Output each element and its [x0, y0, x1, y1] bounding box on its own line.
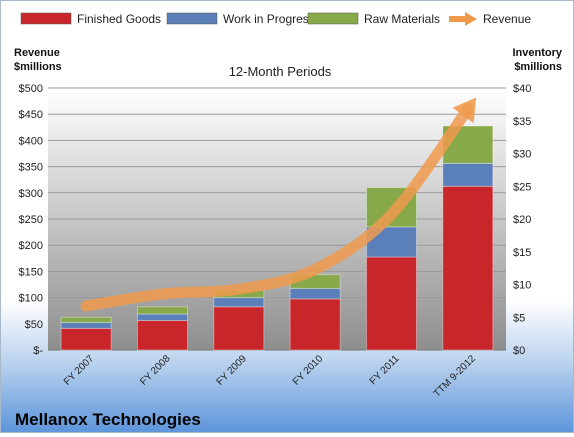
left-tick-label: $100	[19, 293, 43, 305]
bar-finished-goods-fy-2009	[213, 306, 265, 351]
company-name: Mellanox Technologies	[15, 410, 201, 429]
bar-finished-goods-ttm-9-2012	[442, 185, 494, 351]
revenue-arrowhead	[452, 97, 477, 124]
bar-work-in-progress-fy-2010	[289, 287, 341, 300]
bar-raw-materials-fy-2007	[60, 316, 112, 323]
right-tick-label: $15	[513, 247, 531, 259]
right-tick-label: $30	[513, 149, 531, 161]
bar-finished-goods-fy-2010	[289, 298, 341, 351]
right-tick-label: $10	[513, 280, 531, 292]
bar-finished-goods-fy-2011	[366, 256, 417, 351]
legend-label: Raw Materials	[364, 12, 440, 26]
right-axis-title-line1: Inventory	[512, 47, 562, 59]
legend-item-raw-materials: Raw Materials	[307, 12, 440, 26]
right-tick-label: $0	[513, 345, 525, 357]
right-tick-label: $20	[513, 214, 531, 226]
bar-finished-goods-fy-2008	[137, 320, 188, 351]
left-tick-label: $150	[19, 266, 43, 278]
legend-item-revenue: Revenue	[449, 12, 531, 26]
legend-swatch	[166, 12, 218, 25]
left-tick-label: $50	[25, 319, 43, 331]
category-label: FY 2009	[215, 353, 250, 388]
left-tick-label: $300	[19, 188, 43, 200]
left-tick-label: $400	[19, 135, 43, 147]
gridlines	[48, 87, 506, 351]
left-axis-title-line1: Revenue	[14, 47, 60, 59]
legend: Finished Goods Work in Progress Raw Materi…	[20, 12, 531, 26]
left-tick-label: $500	[19, 83, 43, 95]
legend-label: Revenue	[483, 12, 531, 26]
legend-label: Work in Progress	[223, 12, 315, 26]
legend-swatch	[307, 12, 359, 25]
legend-swatch	[20, 12, 72, 25]
legend-arrow-icon	[465, 12, 477, 26]
category-label: FY 2011	[368, 353, 402, 387]
chart-title: 12-Month Periods	[229, 64, 332, 79]
bar-work-in-progress-fy-2007	[60, 321, 112, 329]
left-tick-label: $350	[19, 162, 43, 174]
right-tick-label: $25	[513, 181, 531, 193]
right-tick-label: $40	[513, 83, 531, 95]
left-tick-label: $-	[33, 345, 43, 357]
left-axis-title-line2: $millions	[14, 61, 62, 73]
legend-label: Finished Goods	[77, 12, 161, 26]
bar-work-in-progress-fy-2009	[213, 297, 265, 308]
left-tick-label: $450	[19, 109, 43, 121]
bar-raw-materials-fy-2008	[137, 306, 188, 315]
category-label: FY 2010	[291, 353, 326, 388]
legend-item-finished-goods: Finished Goods	[20, 12, 161, 26]
bar-work-in-progress-fy-2008	[137, 313, 188, 322]
bar-finished-goods-fy-2007	[60, 327, 112, 351]
left-tick-label: $250	[19, 214, 43, 226]
legend-item-work-in-progress: Work in Progress	[166, 12, 315, 26]
right-tick-label: $35	[513, 116, 531, 128]
bar-work-in-progress-ttm-9-2012	[442, 162, 494, 187]
category-label: FY 2007	[62, 353, 97, 388]
category-label: FY 2008	[138, 353, 173, 388]
right-axis-title-line2: $millions	[514, 61, 562, 73]
revenue-line	[80, 103, 474, 312]
left-tick-label: $200	[19, 240, 43, 252]
category-label: TTM 9-2012	[432, 353, 479, 400]
right-tick-label: $5	[513, 312, 525, 324]
